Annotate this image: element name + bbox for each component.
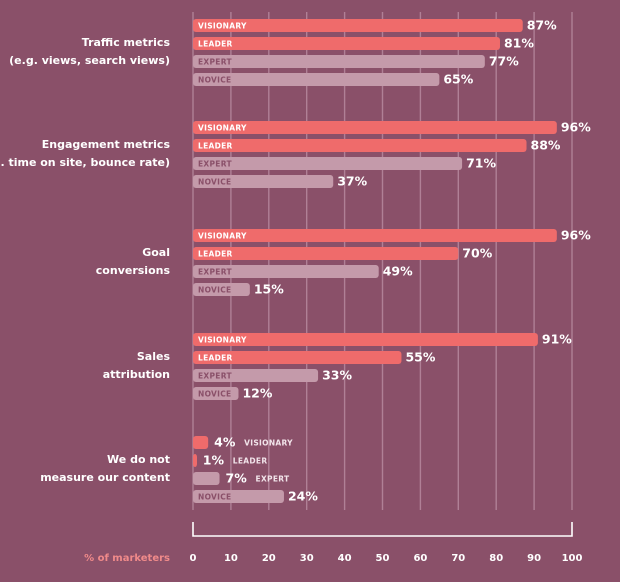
value-label: 37% [337,174,367,189]
group-label: Traffic metrics [82,36,171,49]
tick-label-60: 60 [413,553,427,564]
tick-label-20: 20 [262,553,276,564]
series-label: LEADER [198,142,233,151]
series-label: LEADER [198,40,233,49]
series-label: NOVICE [198,286,231,295]
value-label: 96% [561,228,591,243]
axis-bracket [192,522,573,537]
series-label: VISIONARY [198,124,247,133]
group-label: (e.g. time on site, bounce rate) [0,156,170,169]
group-label: attribution [103,368,170,381]
series-label: NOVICE [198,493,231,502]
bar-0-expert [193,55,485,68]
group-label: conversions [96,264,171,277]
value-label: 49% [383,264,413,279]
value-label: 77% [489,54,519,69]
value-label: 71% [466,156,496,171]
x-axis: 0 10 20 30 40 50 60 70 80 90 100 % of marketers [84,522,582,564]
value-label: 91% [542,332,572,347]
bar-2-visionary [193,229,557,242]
group-label: measure our content [40,471,170,484]
tick-label-100: 100 [562,553,583,564]
value-label: 4% [214,435,236,450]
group-labels: Traffic metrics (e.g. views, search views… [0,36,170,484]
series-label: LEADER [198,354,233,363]
group-label: Engagement metrics [42,138,171,151]
value-label: 7% [226,471,248,486]
tick-label-40: 40 [338,553,352,564]
value-label: 12% [242,386,272,401]
bar-0-leader [193,37,500,50]
bar-2-expert [193,265,379,278]
value-label: 33% [322,368,352,383]
group-label: Sales [137,350,171,363]
x-axis-title: % of marketers [84,553,170,564]
series-label: VISIONARY [198,22,247,31]
tick-label-10: 10 [224,553,238,564]
tick-label-80: 80 [489,553,503,564]
bar-0-visionary [193,19,523,32]
group-label: We do not [107,453,170,466]
bar-4-novice [193,490,284,503]
series-label: EXPERT [198,58,232,67]
value-label: 55% [405,350,435,365]
series-label: LEADER [198,250,233,259]
series-label: EXPERT [256,475,290,484]
tick-label-70: 70 [451,553,465,564]
bar-2-leader [193,247,459,260]
series-label: NOVICE [198,178,231,187]
bar-4-visionary [193,436,209,449]
grid-lines [192,12,573,510]
series-label: EXPERT [198,268,232,277]
bar-4-leader [193,454,197,467]
bar-2-novice [193,283,250,296]
value-label: 88% [531,138,561,153]
bar-1-visionary [193,121,557,134]
tick-label-30: 30 [300,553,314,564]
bar-1-novice [193,175,334,188]
value-label: 65% [443,72,473,87]
value-label: 81% [504,36,534,51]
bar-3-expert [193,369,319,382]
bar-1-leader [193,139,527,152]
value-label: 70% [462,246,492,261]
series-label: NOVICE [198,390,231,399]
bar-0-novice [193,73,440,86]
bar-1-expert [193,157,463,170]
series-label: VISIONARY [198,336,247,345]
series-label: LEADER [233,457,268,466]
value-label: 96% [561,120,591,135]
series-label: VISIONARY [244,439,293,448]
value-label: 15% [254,282,284,297]
value-label: 24% [288,489,318,504]
bar-3-visionary [193,333,538,346]
bar-3-leader [193,351,402,364]
value-label: 87% [527,18,557,33]
value-label: 1% [203,453,225,468]
tick-label-90: 90 [527,553,541,564]
tick-label-0: 0 [190,553,197,564]
series-label: EXPERT [198,160,232,169]
bar-3-novice [193,387,239,400]
bar-4-expert [193,472,220,485]
group-label: (e.g. views, search views) [9,54,170,67]
series-label: EXPERT [198,372,232,381]
group-label: Goal [142,246,170,259]
series-label: NOVICE [198,76,231,85]
tick-label-50: 50 [376,553,390,564]
series-label: VISIONARY [198,232,247,241]
bars: VISIONARY 87% LEADER 81% EXPERT 77% NOVICE 65% V… [193,18,591,504]
